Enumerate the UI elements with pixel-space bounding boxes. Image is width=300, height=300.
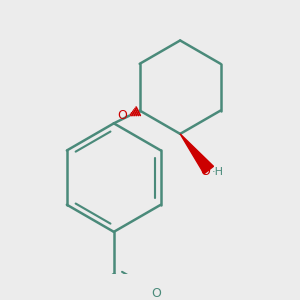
- Text: ·H: ·H: [212, 167, 224, 178]
- Text: O: O: [117, 109, 127, 122]
- Text: O: O: [151, 287, 161, 300]
- Text: O: O: [200, 165, 210, 178]
- Polygon shape: [180, 134, 214, 174]
